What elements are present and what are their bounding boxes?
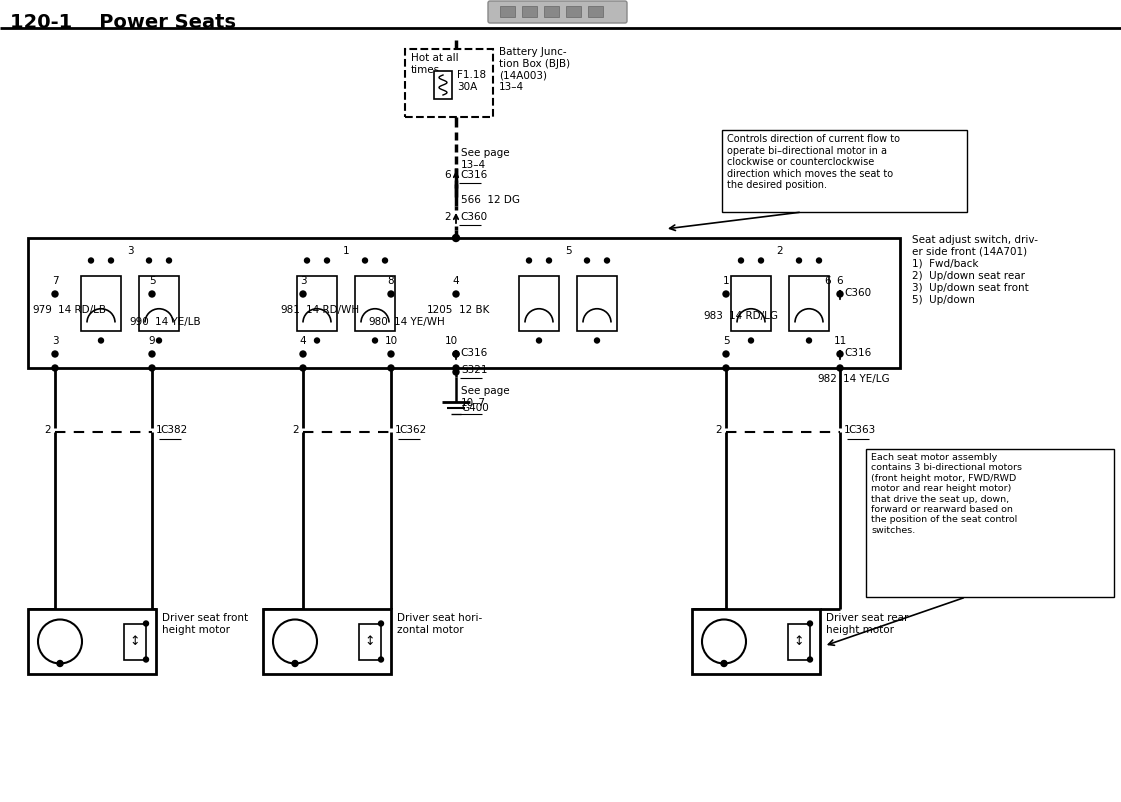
Text: 14 YE/LG: 14 YE/LG [843, 374, 890, 384]
Text: Hot at all
times: Hot at all times [411, 53, 458, 75]
Text: 5: 5 [565, 245, 572, 256]
Text: 5: 5 [149, 276, 156, 286]
Bar [722, 130, 967, 212]
Circle shape [379, 657, 383, 662]
Text: 14 RD/LB: 14 RD/LB [58, 305, 106, 315]
Text: 3: 3 [299, 276, 306, 286]
Circle shape [52, 365, 58, 371]
Text: 9: 9 [149, 336, 156, 346]
Circle shape [759, 258, 763, 263]
Bar [867, 449, 1114, 597]
Circle shape [315, 338, 319, 343]
Circle shape [149, 351, 155, 357]
Circle shape [537, 338, 541, 343]
Circle shape [797, 258, 802, 263]
Circle shape [453, 351, 458, 357]
Text: 5)  Up/down: 5) Up/down [912, 295, 975, 305]
Circle shape [382, 258, 388, 263]
Text: 1: 1 [844, 425, 851, 435]
Circle shape [362, 258, 368, 263]
Text: 14 RD/WH: 14 RD/WH [306, 305, 359, 315]
Text: Battery Junc-
tion Box (BJB)
(14A003)
13–4: Battery Junc- tion Box (BJB) (14A003) 13… [499, 47, 571, 91]
Text: 981: 981 [280, 305, 300, 315]
Text: 1: 1 [395, 425, 401, 435]
Circle shape [300, 291, 306, 297]
Circle shape [584, 258, 590, 263]
Circle shape [147, 258, 151, 263]
Circle shape [38, 619, 82, 663]
Bar [692, 609, 819, 674]
Circle shape [807, 621, 813, 626]
Text: 2: 2 [45, 425, 50, 435]
Bar [577, 276, 617, 330]
Text: 4: 4 [453, 276, 460, 286]
Text: ↕: ↕ [794, 635, 804, 648]
Text: C316: C316 [460, 170, 488, 180]
Text: 979: 979 [33, 305, 52, 315]
Bar [263, 609, 391, 674]
Circle shape [527, 258, 531, 263]
Text: 5: 5 [723, 336, 730, 346]
Text: 566  12 DG: 566 12 DG [461, 195, 520, 205]
Circle shape [143, 621, 148, 626]
Text: 1205: 1205 [427, 305, 453, 315]
Circle shape [453, 365, 458, 371]
Bar [589, 6, 603, 17]
Circle shape [157, 338, 161, 343]
Text: 980: 980 [369, 317, 388, 327]
Circle shape [749, 338, 753, 343]
Text: 3)  Up/down seat front: 3) Up/down seat front [912, 283, 1029, 293]
Text: 6: 6 [444, 170, 451, 180]
Bar [405, 49, 493, 117]
Text: 2)  Up/down seat rear: 2) Up/down seat rear [912, 271, 1025, 281]
Text: 983: 983 [703, 311, 723, 321]
Text: 3: 3 [127, 245, 133, 256]
Circle shape [816, 258, 822, 263]
Bar [519, 276, 559, 330]
Circle shape [372, 338, 378, 343]
Text: M: M [717, 634, 731, 649]
Circle shape [721, 661, 728, 666]
Text: 7: 7 [52, 276, 58, 286]
Text: 990: 990 [129, 317, 149, 327]
Text: 2: 2 [293, 425, 299, 435]
Text: 12 BK: 12 BK [458, 305, 490, 315]
Text: 2: 2 [715, 425, 722, 435]
Text: M: M [53, 634, 67, 649]
Circle shape [547, 258, 552, 263]
Text: 6: 6 [825, 276, 832, 286]
FancyBboxPatch shape [488, 1, 627, 23]
Circle shape [453, 234, 460, 241]
Text: 8: 8 [388, 276, 395, 286]
Circle shape [723, 291, 729, 297]
Circle shape [723, 365, 729, 371]
Text: 2: 2 [444, 212, 451, 222]
Circle shape [143, 657, 148, 662]
Text: 6: 6 [836, 276, 843, 286]
Bar [789, 276, 830, 330]
Text: 14 YE/LB: 14 YE/LB [155, 317, 201, 327]
Text: 10: 10 [444, 336, 457, 346]
Circle shape [52, 291, 58, 297]
Text: C316: C316 [460, 348, 488, 358]
Text: 982: 982 [817, 374, 837, 384]
Text: F1.18
30A: F1.18 30A [457, 71, 487, 91]
Text: M: M [288, 634, 302, 649]
Bar [139, 276, 179, 330]
Text: 1: 1 [723, 276, 730, 286]
Bar [297, 276, 337, 330]
Text: C360: C360 [460, 212, 488, 222]
Text: 1: 1 [343, 245, 350, 256]
Circle shape [388, 291, 393, 297]
Circle shape [723, 351, 729, 357]
Bar [124, 623, 146, 659]
Bar [359, 623, 381, 659]
Bar [544, 6, 559, 17]
Circle shape [324, 258, 330, 263]
Circle shape [388, 351, 393, 357]
Bar [434, 71, 452, 99]
Text: C382: C382 [160, 425, 187, 435]
Text: Seat adjust switch, driv-: Seat adjust switch, driv- [912, 235, 1038, 245]
Text: 11: 11 [833, 336, 846, 346]
Text: 1)  Fwd/back: 1) Fwd/back [912, 259, 979, 269]
